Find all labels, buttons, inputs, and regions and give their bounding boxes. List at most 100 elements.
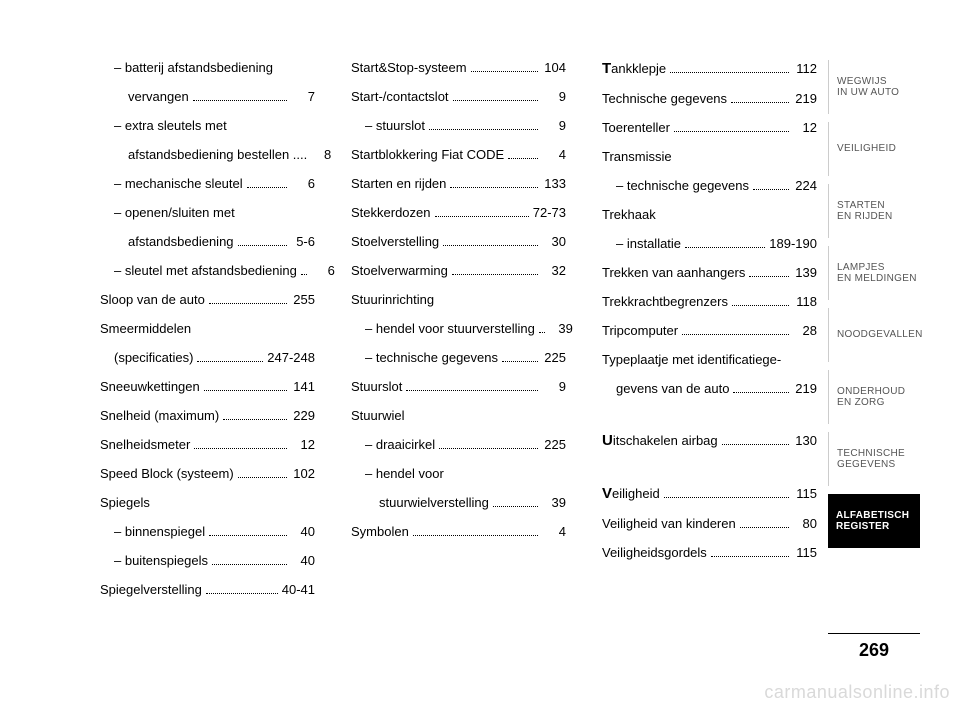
- index-entry: – batterij afstandsbediening: [100, 60, 315, 75]
- index-entry: Start&Stop-systeem104: [351, 60, 566, 75]
- leader-dots: [670, 72, 789, 73]
- leader-dots: [753, 189, 789, 190]
- section-tab-label: IN UW AUTO: [837, 87, 920, 99]
- index-page: 112: [793, 61, 817, 76]
- index-entry: Typeplaatje met identificatiege-: [602, 352, 817, 367]
- index-label: Veiligheid: [602, 485, 660, 502]
- leader-dots: [539, 332, 545, 333]
- index-entry: – hendel voor: [351, 466, 566, 481]
- leader-dots: [493, 506, 538, 507]
- section-tab-label: EN MELDINGEN: [837, 273, 920, 285]
- index-entry: Trekken van aanhangers139: [602, 265, 817, 280]
- index-entry: Startblokkering Fiat CODE4: [351, 147, 566, 162]
- index-label: Tripcomputer: [602, 323, 678, 338]
- index-page: 40: [291, 524, 315, 539]
- index-page: 40-41: [282, 582, 315, 597]
- index-label: – hendel voor stuurverstelling: [365, 321, 535, 336]
- index-page: 115: [793, 486, 817, 501]
- leader-dots: [722, 444, 789, 445]
- index-page: 39: [549, 321, 573, 336]
- index-label: Trekken van aanhangers: [602, 265, 745, 280]
- index-label: – hendel voor: [365, 466, 444, 481]
- index-entry: Stekkerdozen 72-73: [351, 205, 566, 220]
- index-page: 9: [542, 118, 566, 133]
- index-cap: T: [602, 60, 611, 77]
- index-entry: Snelheid (maximum)229: [100, 408, 315, 423]
- index-entry: – technische gegevens224: [602, 178, 817, 193]
- index-page: 5-6: [291, 234, 315, 249]
- leader-dots: [508, 158, 538, 159]
- index-label: – technische gegevens: [365, 350, 498, 365]
- index-label: – binnenspiegel: [114, 524, 205, 539]
- index-page: 225: [542, 437, 566, 452]
- spacer: [602, 410, 817, 418]
- index-page: 225: [542, 350, 566, 365]
- index-page: 141: [291, 379, 315, 394]
- index-entry: Spiegels: [100, 495, 315, 510]
- index-page: 4: [542, 147, 566, 162]
- section-tab[interactable]: STARTENEN RIJDEN: [828, 184, 920, 238]
- section-tab[interactable]: ALFABETISCHREGISTER: [828, 494, 920, 548]
- index-col-3: Tankklepje112Technische gegevens219Toere…: [602, 60, 817, 597]
- index-page: 30: [542, 234, 566, 249]
- index-entry: Start-/contactslot9: [351, 89, 566, 104]
- leader-dots: [435, 216, 529, 217]
- index-label: Stekkerdozen: [351, 205, 431, 220]
- index-label: Stuurslot: [351, 379, 402, 394]
- section-tab-label: TECHNISCHE: [837, 448, 920, 460]
- index-page: 9: [542, 379, 566, 394]
- section-tab[interactable]: WEGWIJSIN UW AUTO: [828, 60, 920, 114]
- leader-dots: [209, 303, 287, 304]
- index-entry: gevens van de auto 219: [602, 381, 817, 396]
- index-page: 247-248: [267, 350, 315, 365]
- section-tab[interactable]: NOODGEVALLEN: [828, 308, 920, 362]
- leader-dots: [732, 305, 789, 306]
- section-tab-label: EN ZORG: [837, 397, 920, 409]
- index-entry: Veiligheidsgordels115: [602, 545, 817, 560]
- index-page: 6: [291, 176, 315, 191]
- index-label: Snelheid (maximum): [100, 408, 219, 423]
- spacer: [602, 463, 817, 471]
- page-number-rule: [828, 633, 920, 634]
- index-label: gevens van de auto: [616, 381, 729, 396]
- index-page: 32: [542, 263, 566, 278]
- index-label: Trekhaak: [602, 207, 656, 222]
- leader-dots: [212, 564, 287, 565]
- index-page: 9: [542, 89, 566, 104]
- leader-dots: [301, 274, 307, 275]
- index-entry: Snelheidsmeter12: [100, 437, 315, 452]
- index-entry: Stoelverwarming 32: [351, 263, 566, 278]
- index-label: Stoelverwarming: [351, 263, 448, 278]
- index-label: Typeplaatje met identificatiege-: [602, 352, 781, 367]
- index-entry: afstandsbediening 5-6: [100, 234, 315, 249]
- section-tab[interactable]: LAMPJESEN MELDINGEN: [828, 246, 920, 300]
- index-label: Speed Block (systeem): [100, 466, 234, 481]
- index-page: 8: [307, 147, 331, 162]
- leader-dots: [685, 247, 765, 248]
- section-tab[interactable]: VEILIGHEID: [828, 122, 920, 176]
- index-entry: Sneeuwkettingen 141: [100, 379, 315, 394]
- section-tab[interactable]: TECHNISCHEGEGEVENS: [828, 432, 920, 486]
- index-label: Symbolen: [351, 524, 409, 539]
- leader-dots: [731, 102, 789, 103]
- section-tab[interactable]: ONDERHOUDEN ZORG: [828, 370, 920, 424]
- leader-dots: [682, 334, 789, 335]
- index-label: Toerenteller: [602, 120, 670, 135]
- index-label: – extra sleutels met: [114, 118, 227, 133]
- index-page: 72-73: [533, 205, 566, 220]
- leader-dots: [429, 129, 538, 130]
- leader-dots: [238, 477, 287, 478]
- leader-dots: [406, 390, 538, 391]
- index-label: – sleutel met afstandsbediening: [114, 263, 297, 278]
- index-label: afstandsbediening: [128, 234, 234, 249]
- leader-dots: [193, 100, 287, 101]
- section-tabs: WEGWIJSIN UW AUTO VEILIGHEID STARTENEN RIJ…: [828, 60, 920, 548]
- watermark: carmanualsonline.info: [764, 682, 950, 703]
- section-tab-label: REGISTER: [836, 521, 920, 533]
- index-label: Sloop van de auto: [100, 292, 205, 307]
- leader-dots: [206, 593, 278, 594]
- index-label: Sneeuwkettingen: [100, 379, 200, 394]
- index-page: 219: [793, 381, 817, 396]
- index-label: – technische gegevens: [616, 178, 749, 193]
- index-entry: afstandsbediening bestellen ....8: [100, 147, 315, 162]
